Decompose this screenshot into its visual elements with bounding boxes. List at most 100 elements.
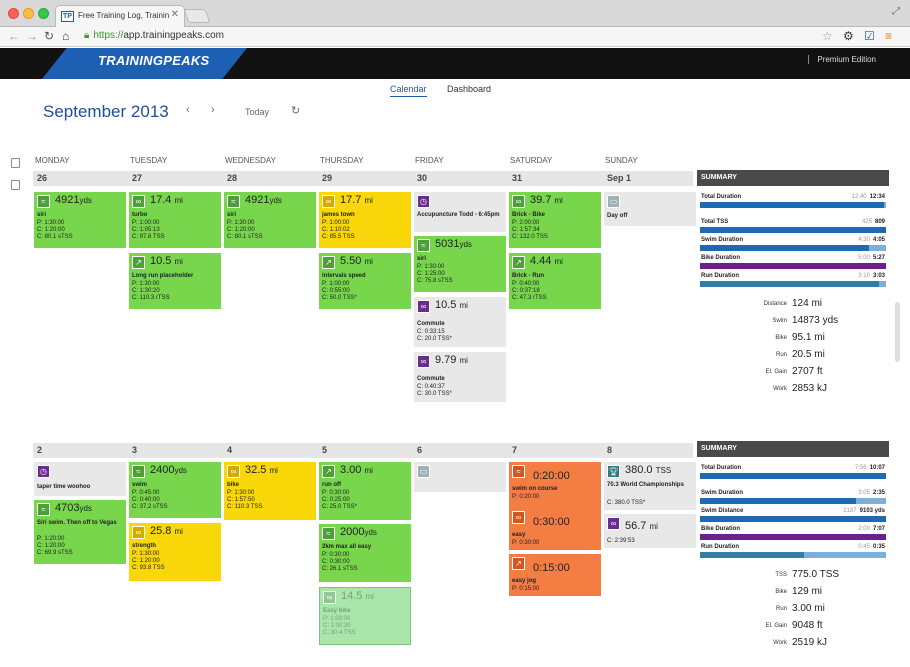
event-card-day-off[interactable]: ▭ Day off (604, 192, 696, 226)
summary-bar (700, 552, 886, 558)
refresh-icon[interactable]: ↻ (291, 105, 301, 117)
workout-card-commute[interactable]: ∞ 10.5 mi Commute C: 0:33:15 C: 20.0 TSS… (414, 297, 506, 347)
minimize-window-button[interactable] (23, 8, 34, 19)
workout-card-swim[interactable]: ≈ 4921yds siri P: 1:30:00 C: 1:20:00 C: … (224, 192, 316, 248)
date-29[interactable]: 29 (322, 173, 333, 183)
date-31[interactable]: 31 (512, 173, 523, 183)
workout-card-run[interactable]: ↗ 10.5 mi Long run placeholder P: 1:30:0… (129, 253, 221, 309)
date-5[interactable]: 5 (322, 445, 328, 455)
workout-card-swim[interactable]: ≈ 2000yds 2km max all easy P: 0:30:00 C:… (319, 524, 411, 582)
today-button[interactable]: Today (245, 107, 270, 117)
day-name-tue: TUESDAY (130, 156, 168, 165)
totals-value: 124 mi (792, 298, 823, 309)
extension-check-icon[interactable]: ☑ (864, 29, 875, 43)
date-3[interactable]: 3 (132, 445, 138, 455)
logo[interactable]: TRAININGPEAKS (98, 53, 210, 68)
date-30[interactable]: 30 (417, 173, 428, 183)
forward-icon[interactable]: → (26, 29, 38, 43)
scrollbar[interactable] (895, 302, 900, 362)
date-7[interactable]: 7 (512, 445, 518, 455)
summary-bar (700, 281, 886, 287)
close-window-button[interactable] (8, 8, 19, 19)
workout-card-swim[interactable]: ≈ 2400yds swim P: 0:45:00 C: 0:40:00 C: … (129, 462, 221, 518)
date-28[interactable]: 28 (227, 173, 238, 183)
summary-bar-fill (700, 263, 886, 269)
week1-date-band (33, 171, 693, 186)
swim-icon: ≈ (322, 527, 335, 540)
run-icon: ↗ (512, 557, 525, 570)
home-icon[interactable]: ⌂ (62, 29, 70, 43)
day-name-fri: FRIDAY (415, 156, 444, 165)
workout-card-run[interactable]: ↗ 4.44 mi Brick - Run P: 0:40:00 C: 0:37… (509, 253, 601, 309)
summary-bar (700, 263, 886, 269)
summary-bar-fill (700, 534, 886, 540)
swim-icon: ≈ (37, 195, 50, 208)
bookmark-star-icon[interactable]: ☆ (822, 29, 833, 43)
day-off-icon: ▭ (607, 195, 620, 208)
event-card-race[interactable]: 🏆︎ 380.0 TSS 70.3 World Championships C:… (604, 462, 696, 510)
totals-label: Run (775, 352, 787, 358)
browser-tab[interactable]: TP Free Training Log, Trainin ✕ (55, 5, 185, 27)
tab-dashboard[interactable]: Dashboard (447, 84, 492, 94)
summary-bar (700, 534, 886, 540)
date-4[interactable]: 4 (227, 445, 233, 455)
workout-card-bike[interactable]: ∞ 56.7 mi C: 2:39:53 (604, 514, 696, 548)
day-name-sat: SATURDAY (510, 156, 553, 165)
date-2[interactable]: 2 (37, 445, 43, 455)
close-tab-icon[interactable]: ✕ (170, 9, 179, 20)
totals-value: 2519 kJ (792, 637, 828, 648)
summary-bar-fill (700, 281, 879, 287)
menu-icon[interactable]: ≡ (885, 29, 893, 43)
logo-stripe (42, 48, 247, 79)
stopwatch-icon: ◷ (417, 195, 430, 208)
week1-summary-header: SUMMARY (697, 170, 889, 186)
workout-card-run[interactable]: ↗ 3.00 mi run off P: 0:30:00 C: 0:25:00 … (319, 462, 411, 520)
event-card-day-off[interactable]: ▭ (414, 462, 506, 492)
reload-icon[interactable]: ↻ (44, 29, 55, 43)
workout-card-commute[interactable]: ∞ 9.79 mi Commute C: 0:40:37 C: 30.0 TSS… (414, 352, 506, 402)
workout-card-swim[interactable]: ≈ 5031yds siri P: 1:30:00 C: 1:25:00 C: … (414, 236, 506, 292)
event-card-note[interactable]: ◷ taper time woohoo (34, 462, 126, 496)
totals-label: Work (773, 640, 787, 646)
bike-icon: ∞ (607, 517, 620, 530)
lock-icon: 🔒︎ (84, 30, 90, 41)
address-bar[interactable]: 🔒︎ https://app.trainingpeaks.com (84, 30, 224, 41)
tab-calendar[interactable]: Calendar (390, 84, 427, 97)
workout-card-bike[interactable]: ∞ 0:30:00 easy P: 0:30:00 (509, 508, 601, 550)
export-icon[interactable] (11, 180, 20, 190)
library-icon[interactable] (11, 158, 20, 168)
summary-bar-fill (700, 498, 857, 504)
date-8[interactable]: 8 (607, 445, 613, 455)
swim-icon: ≈ (132, 465, 145, 478)
new-tab-button[interactable] (183, 9, 211, 23)
workout-card-bike[interactable]: ∞ 32.5 mi bike P: 1:30:00 C: 1:57:50 C: … (224, 462, 316, 520)
workout-card-run[interactable]: ↗ 5.50 mi intervals speed P: 1:00:00 C: … (319, 253, 411, 309)
date-sep1[interactable]: Sep 1 (607, 173, 632, 183)
summary-bar (700, 202, 886, 208)
fullscreen-icon[interactable]: ⤢ (892, 6, 900, 17)
prev-month-button[interactable]: ‹ (186, 104, 190, 116)
date-27[interactable]: 27 (132, 173, 143, 183)
workout-card-strength[interactable]: ∞ 25.8 mi strength P: 1:30:00 C: 1:20:00… (129, 523, 221, 581)
settings-gear-icon[interactable]: ⚙ (843, 29, 854, 43)
workout-card-run[interactable]: ↗ 0:15:00 easy jog P: 0:15:00 (509, 554, 601, 596)
totals-label: El. Gain (765, 623, 787, 629)
zoom-window-button[interactable] (38, 8, 49, 19)
workout-card-bike[interactable]: ∞ 14.5 mi Easy bike P: 1:00:00 C: 1:00:3… (319, 587, 411, 645)
back-icon[interactable]: ← (8, 29, 20, 43)
day-off-icon: ▭ (417, 465, 430, 478)
next-month-button[interactable]: › (211, 104, 215, 116)
totals-value: 775.0 TSS (792, 569, 840, 580)
event-card-appointment[interactable]: ◷ Accupuncture Todd - 6:45pm (414, 192, 506, 232)
workout-card-bike[interactable]: ∞ 17.4 mi turbo P: 1:00:00 C: 1:05:13 C:… (129, 192, 221, 248)
workout-card-bike[interactable]: ∞ 39.7 mi Brick - Bike P: 2:00:00 C: 1:5… (509, 192, 601, 248)
summary-bar (700, 516, 886, 522)
date-6[interactable]: 6 (417, 445, 423, 455)
summary-bar (700, 498, 886, 504)
workout-card-bike[interactable]: ∞ 17.7 mi james town P: 1:00:00 C: 1:10:… (319, 192, 411, 248)
workout-card-swim[interactable]: ≈ 4703yds Siri swim. Then off to Vegas P… (34, 500, 126, 564)
day-name-sun: SUNDAY (605, 156, 638, 165)
workout-card-swim[interactable]: ≈ 4921yds siri P: 1:30:00 C: 1:20:00 C: … (34, 192, 126, 248)
totals-label: Distance (763, 301, 787, 307)
date-26[interactable]: 26 (37, 173, 48, 183)
